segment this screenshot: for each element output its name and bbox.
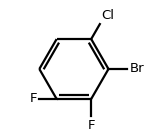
Text: F: F (29, 92, 37, 105)
Text: Br: Br (129, 63, 144, 75)
Text: F: F (88, 119, 95, 132)
Text: Cl: Cl (101, 9, 114, 22)
